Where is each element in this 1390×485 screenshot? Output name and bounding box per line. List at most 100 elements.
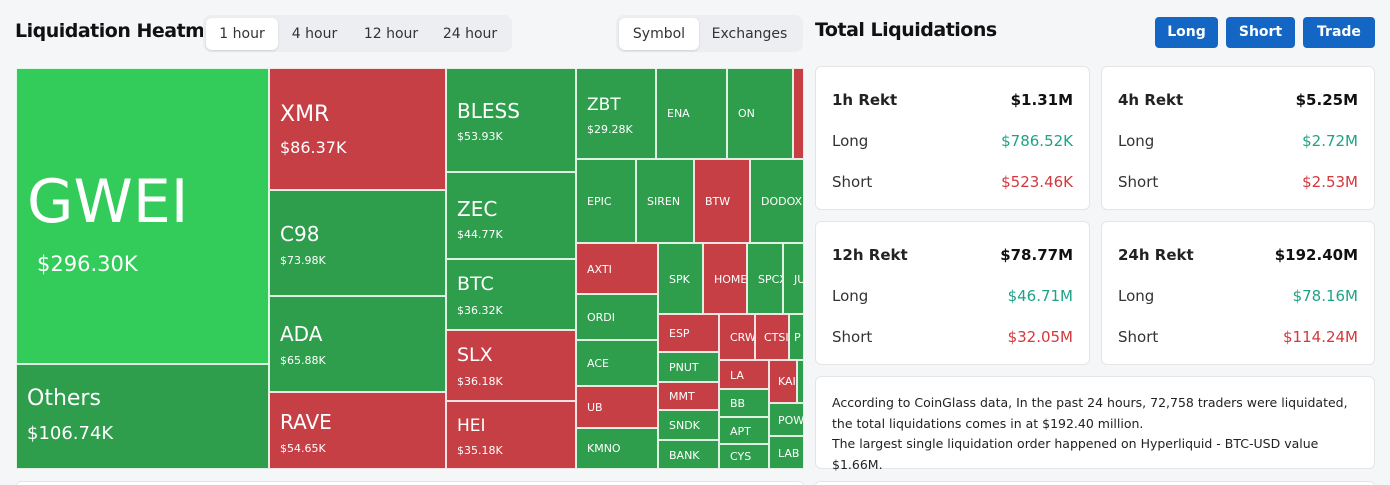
tile-symbol: CTSI [764,331,789,344]
card-long-label: Long [832,287,869,305]
treemap-tile-btw[interactable]: BTW [694,159,750,243]
tile-value: $54.65K [280,442,326,455]
heatmap-title: Liquidation Heatmap [15,20,230,42]
tile-value: $73.98K [280,254,326,267]
treemap-tile-esp[interactable]: ESP [658,314,719,352]
liquidation-summary: According to CoinGlass data, In the past… [815,376,1375,472]
treemap-tile-epic[interactable]: EPIC [576,159,636,243]
tile-symbol: APT [730,425,751,438]
tile-symbol: SPK [669,273,690,286]
tab-exchanges[interactable]: Exchanges [711,25,788,42]
card-total: $5.25M [1295,91,1358,109]
rekt-card-1h: 1h Rekt $1.31M Long $786.52K Short $523.46K [815,66,1090,210]
tab-1-hour[interactable]: 1 hour [206,17,278,50]
tile-symbol: SIREN [647,195,681,208]
treemap-tile-ada[interactable]: ADA $65.88K [269,296,446,392]
treemap-tile[interactable] [793,68,804,159]
treemap-tile-ace[interactable]: ACE [576,340,658,386]
card-total: $192.40M [1274,246,1358,264]
card-short-value: $32.05M [1007,328,1073,346]
treemap-tile-dodox[interactable]: DODOX [750,159,804,243]
card-period: 12h Rekt [832,246,908,264]
treemap-tile[interactable] [797,360,804,403]
treemap-tile-ordi[interactable]: ORDI [576,294,658,340]
card-short-label: Short [1118,173,1159,191]
tile-symbol: Others [27,386,101,411]
card-long-value: $2.72M [1302,132,1358,150]
card-short-label: Short [832,173,873,191]
tile-symbol: HOME [714,273,747,286]
treemap-tile-crwv[interactable]: CRWV [719,314,755,360]
tab-symbol[interactable]: Symbol [619,17,699,50]
treemap-tile-zec[interactable]: ZEC $44.77K [446,172,576,259]
treemap-tile-spcx[interactable]: SPCX [747,243,783,314]
tile-symbol: ZEC [457,197,498,221]
card-long-value: $46.71M [1007,287,1073,305]
treemap-tile-c98[interactable]: C98 $73.98K [269,190,446,296]
card-long-label: Long [1118,132,1155,150]
tile-symbol: JU [794,273,803,286]
tile-symbol: ON [738,107,755,120]
tile-symbol: UB [587,401,603,414]
trade-button[interactable]: Trade [1303,17,1375,48]
tile-value: $36.18K [457,375,503,388]
treemap-tile-mmt[interactable]: MMT [658,382,719,410]
treemap-tile-powr[interactable]: POWR [769,403,804,436]
tile-value: $86.37K [280,138,347,157]
treemap-tile-gwei[interactable]: GWEI $296.30K [16,68,269,364]
card-total: $1.31M [1010,91,1073,109]
tile-symbol: SNDK [669,419,700,432]
treemap-tile-ub[interactable]: UB [576,386,658,428]
tab-4-hour[interactable]: 4 hour [291,25,338,42]
treemap-tile-on[interactable]: ON [727,68,793,159]
treemap-tile-axti[interactable]: AXTI [576,243,658,294]
tab-24-hour[interactable]: 24 hour [442,25,498,42]
treemap-tile-kai[interactable]: KAI [769,360,797,403]
treemap-tile-cys[interactable]: CYS [719,444,769,469]
card-long-value: $78.16M [1292,287,1358,305]
treemap-tile-p[interactable]: P [789,314,804,360]
tile-symbol: MMT [669,390,695,403]
treemap-tile-bank[interactable]: BANK [658,440,719,469]
tile-value: $36.32K [457,304,503,317]
treemap-tile-slx[interactable]: SLX $36.18K [446,330,576,401]
tile-symbol: SLX [457,344,493,366]
treemap-tile-zbt[interactable]: ZBT $29.28K [576,68,656,159]
treemap-tile-ctsi[interactable]: CTSI [755,314,789,360]
treemap-tile-home[interactable]: HOME [703,243,747,314]
treemap-tile-xmr[interactable]: XMR $86.37K [269,68,446,190]
treemap-tile-la[interactable]: LA [719,360,769,389]
treemap-tile-btc[interactable]: BTC $36.32K [446,259,576,330]
tile-symbol: C98 [280,222,320,246]
tile-symbol: ACE [587,357,609,370]
card-short-value: $523.46K [1001,173,1073,191]
treemap-tile-others[interactable]: Others $106.74K [16,364,269,469]
card-period: 1h Rekt [832,91,898,109]
short-button[interactable]: Short [1226,17,1295,48]
treemap-tile-spk[interactable]: SPK [658,243,703,314]
treemap-tile-kmno[interactable]: KMNO [576,428,658,469]
treemap-tile-apt[interactable]: APT [719,417,769,444]
treemap-tile-bless[interactable]: BLESS $53.93K [446,68,576,172]
treemap-tile-lab[interactable]: LAB [769,436,804,469]
tile-symbol: CRWV [730,331,755,344]
card-long-value: $786.52K [1001,132,1073,150]
tile-symbol: BB [730,397,746,410]
card-short-label: Short [1118,328,1159,346]
treemap-tile-siren[interactable]: SIREN [636,159,694,243]
tile-symbol: PNUT [669,361,699,374]
summary-line-2: The largest single liquidation order hap… [832,436,1319,472]
treemap-tile-ju[interactable]: JU [783,243,804,314]
treemap-tile-rave[interactable]: RAVE $54.65K [269,392,446,469]
treemap-tile-sndk[interactable]: SNDK [658,410,719,440]
tile-symbol: EPIC [587,195,612,208]
long-button[interactable]: Long [1155,17,1218,48]
tile-symbol: BTW [705,195,731,208]
treemap-tile-bb[interactable]: BB [719,389,769,417]
tile-symbol: SPCX [758,273,782,286]
treemap-tile-hei[interactable]: HEI $35.18K [446,401,576,469]
treemap-tile-pnut[interactable]: PNUT [658,352,719,382]
treemap-tile-ena[interactable]: ENA [656,68,727,159]
tab-12-hour[interactable]: 12 hour [363,25,419,42]
card-total: $78.77M [1000,246,1073,264]
